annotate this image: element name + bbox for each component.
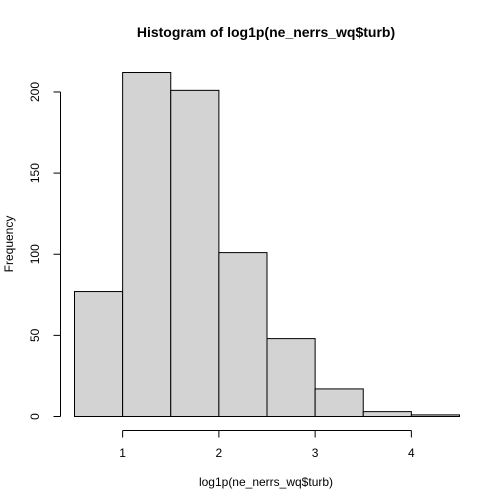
y-tick-label: 200	[28, 82, 42, 102]
y-tick-label: 0	[28, 413, 42, 420]
y-axis: 0 50 100 150 200	[28, 82, 61, 420]
histogram-bar	[266, 338, 316, 418]
x-axis-label: log1p(ne_nerrs_wq$turb)	[199, 475, 333, 489]
bars-group	[74, 72, 460, 418]
y-tick-label: 50	[28, 328, 42, 342]
histogram-bar	[122, 72, 172, 417]
x-axis: 1 2 3 4	[119, 430, 415, 460]
histogram-bar	[218, 252, 268, 417]
y-tick-label: 100	[28, 244, 42, 264]
histogram-bar	[410, 414, 460, 417]
histogram-bar	[362, 411, 412, 418]
histogram-bar	[170, 89, 220, 417]
y-axis-label: Frequency	[2, 216, 16, 273]
x-tick-label: 2	[216, 446, 223, 460]
chart-title: Histogram of log1p(ne_nerrs_wq$turb)	[137, 24, 395, 40]
histogram-bar	[314, 388, 364, 418]
histogram-bar	[74, 291, 124, 418]
x-tick-label: 4	[408, 446, 415, 460]
x-tick-label: 1	[119, 446, 126, 460]
y-tick-label: 150	[28, 163, 42, 183]
x-tick-label: 3	[312, 446, 319, 460]
